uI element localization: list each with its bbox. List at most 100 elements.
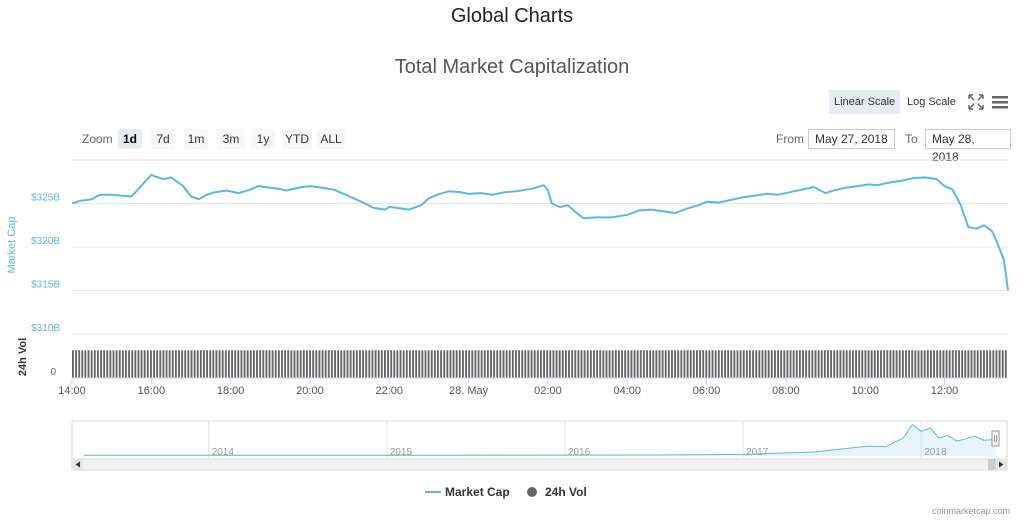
volume-bar (839, 350, 842, 378)
volume-bar (346, 350, 349, 378)
volume-bar (287, 350, 290, 378)
volume-bar (602, 350, 605, 378)
legend-24h-vol[interactable]: 24h Vol (545, 485, 587, 499)
volume-bar (677, 350, 680, 378)
linear-scale-button[interactable]: Linear Scale (829, 90, 901, 114)
volume-bar (752, 350, 755, 378)
navigator-line (84, 423, 997, 456)
scrollbar-thumb[interactable] (988, 459, 996, 470)
volume-axis-title: 24h Vol (17, 338, 29, 376)
volume-bar (349, 350, 352, 378)
volume-bar (930, 350, 932, 378)
from-date-input[interactable]: May 27, 2018 (808, 129, 895, 149)
scroll-left-button[interactable] (72, 459, 83, 470)
volume-bar (78, 350, 81, 378)
volume-bar (530, 350, 533, 378)
zoom-button-7d[interactable]: 7d (151, 129, 175, 149)
zoom-button-ytd[interactable]: YTD (282, 129, 312, 149)
volume-bar (421, 350, 424, 378)
volume-bar (696, 350, 698, 378)
volume-bar (742, 350, 745, 378)
volume-bar (798, 350, 801, 378)
volume-bar (302, 350, 305, 378)
navigator-year-label: 2018 (924, 447, 947, 458)
market-cap-legend-symbol (425, 491, 441, 493)
from-label: From (776, 132, 804, 146)
volume-bar (106, 350, 109, 378)
navigator-handle[interactable] (991, 430, 1000, 447)
zoom-button-1m[interactable]: 1m (184, 129, 208, 149)
volume-bar (749, 350, 751, 378)
scroll-right-button[interactable] (996, 459, 1007, 470)
volume-bar (340, 350, 343, 378)
volume-bar (496, 350, 499, 378)
arrow-right-icon (999, 461, 1004, 468)
volume-bar (387, 350, 389, 378)
volume-bar (973, 350, 976, 378)
volume-bar (465, 350, 467, 378)
volume-bar (992, 350, 995, 378)
volume-bar (215, 350, 218, 378)
volume-bar (118, 350, 121, 378)
volume-bar (309, 350, 311, 378)
volume-bar (209, 350, 212, 378)
volume-bar (446, 350, 449, 378)
volume-bar (876, 350, 879, 378)
volume-bar (777, 350, 779, 378)
volume-bar (402, 350, 405, 378)
menu-icon[interactable] (990, 92, 1010, 112)
volume-bar (848, 350, 851, 378)
legend-market-cap[interactable]: Market Cap (445, 485, 510, 499)
to-date-input[interactable]: May 28, 2018 (925, 129, 1011, 164)
volume-bar (873, 350, 876, 378)
volume-bar (477, 350, 480, 378)
volume-bar (789, 350, 792, 378)
zoom-button-1y[interactable]: 1y (251, 129, 275, 149)
volume-bar (418, 350, 421, 378)
volume-bar (586, 350, 589, 378)
volume-bar (150, 350, 152, 378)
volume-bar (187, 350, 190, 378)
volume-bar (686, 350, 689, 378)
volume-bar (976, 350, 979, 378)
volume-bar (608, 350, 611, 378)
credits-link[interactable]: coinmarketcap.com (931, 506, 1010, 516)
navigator-scrollbar[interactable] (71, 458, 1008, 471)
volume-bar (655, 350, 658, 378)
zoom-button-all[interactable]: ALL (317, 129, 345, 149)
volume-bar (515, 350, 517, 378)
volume-bar (674, 350, 677, 378)
volume-bar (805, 350, 808, 378)
x-tick-label: 06:00 (693, 385, 721, 397)
volume-bar (334, 350, 336, 378)
volume-bar (271, 350, 274, 378)
volume-bar (486, 350, 489, 378)
volume-bar (880, 350, 882, 378)
volume-bar (861, 350, 864, 378)
volume-bar (783, 350, 786, 378)
volume-bar (284, 350, 287, 378)
fullscreen-icon[interactable] (966, 92, 986, 112)
volume-bar (540, 350, 542, 378)
volume-bar (84, 350, 87, 378)
y-axis-title: Market Cap (6, 217, 18, 274)
volume-bar (393, 350, 396, 378)
volume-bar (630, 350, 633, 378)
volume-bar (739, 350, 742, 378)
volume-bar (412, 350, 414, 378)
volume-bar (433, 350, 436, 378)
volume-bar (218, 350, 221, 378)
navigator-frame[interactable] (71, 420, 1008, 460)
zoom-button-3m[interactable]: 3m (217, 129, 245, 149)
log-scale-button[interactable]: Log Scale (907, 96, 956, 108)
volume-bar (440, 350, 443, 378)
volume-bar (883, 350, 886, 378)
zoom-button-1d[interactable]: 1d (118, 129, 142, 149)
y-tick-label: $310B (31, 323, 60, 334)
volume-bar (174, 350, 177, 378)
volume-bar (533, 350, 536, 378)
volume-bar (274, 350, 277, 378)
volume-bar (923, 350, 926, 378)
x-tick-label: 02:00 (534, 385, 562, 397)
market-cap-line[interactable] (71, 173, 1009, 291)
